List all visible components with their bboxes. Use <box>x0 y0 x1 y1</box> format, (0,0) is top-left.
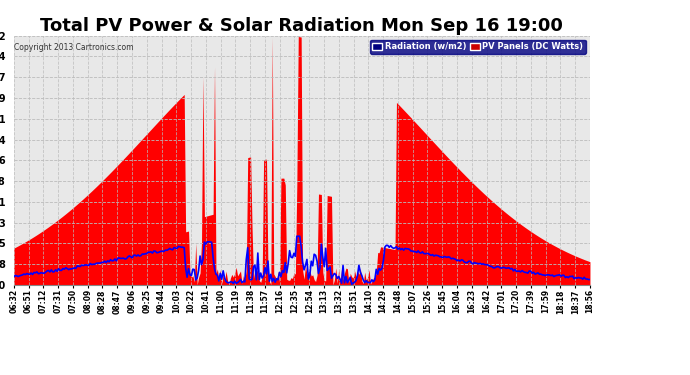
Text: Copyright 2013 Cartronics.com: Copyright 2013 Cartronics.com <box>14 43 134 52</box>
Title: Total PV Power & Solar Radiation Mon Sep 16 19:00: Total PV Power & Solar Radiation Mon Sep… <box>41 18 563 36</box>
Legend: Radiation (w/m2), PV Panels (DC Watts): Radiation (w/m2), PV Panels (DC Watts) <box>370 40 586 54</box>
